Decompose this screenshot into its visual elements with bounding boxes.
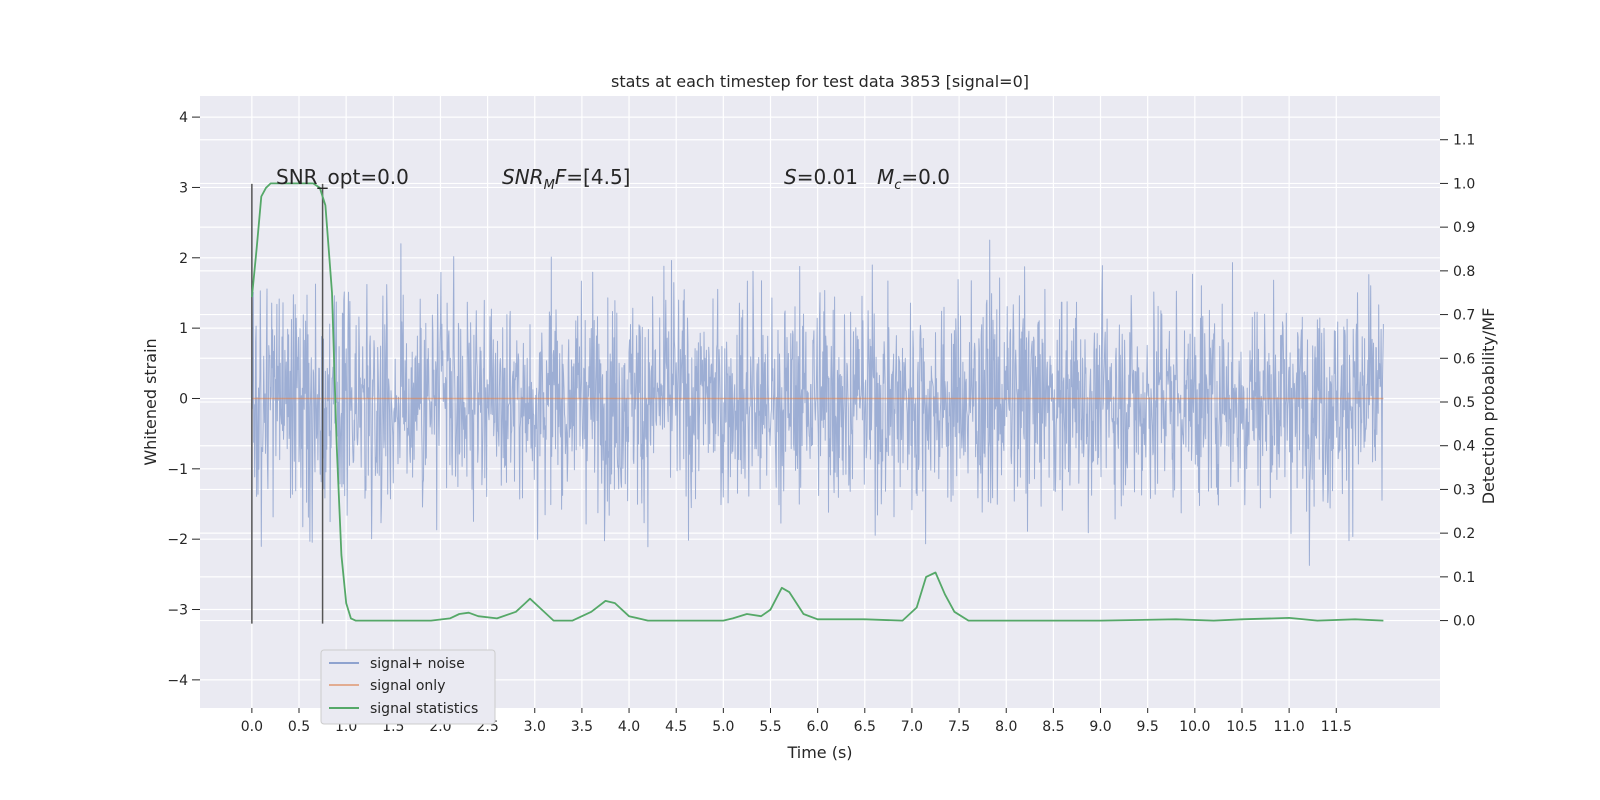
x-tick-label: 8.5 xyxy=(1042,719,1064,735)
y2-tick-label: 0.6 xyxy=(1453,351,1475,367)
x-tick-label: 3.0 xyxy=(524,719,546,735)
x-tick-label: 11.5 xyxy=(1321,719,1352,735)
y2-tick-label: 0.8 xyxy=(1453,264,1475,280)
y2-tick-label: 0.4 xyxy=(1453,439,1475,455)
x-tick-label: 4.0 xyxy=(618,719,640,735)
y-tick-label: 0 xyxy=(179,391,188,407)
x-tick-label: 5.5 xyxy=(759,719,781,735)
x-tick-label: 11.0 xyxy=(1274,719,1305,735)
y2-tick-label: 0.0 xyxy=(1453,614,1475,630)
y2-tick-label: 0.1 xyxy=(1453,570,1475,586)
legend-label-noise: signal+ noise xyxy=(370,656,465,672)
annotation-s-value: =0.01 xyxy=(797,165,858,189)
x-tick-label: 10.5 xyxy=(1226,719,1257,735)
x-tick-label: 7.0 xyxy=(901,719,923,735)
x-tick-label: 4.5 xyxy=(665,719,687,735)
x-tick-label: 3.5 xyxy=(571,719,593,735)
y-tick-label: 3 xyxy=(179,180,188,196)
noise-line xyxy=(251,239,1384,566)
y-tick-label: 2 xyxy=(179,251,188,267)
stats-line xyxy=(251,182,1384,622)
chart-title: stats at each timestep for test data 385… xyxy=(611,72,1029,91)
y-tick-label: 1 xyxy=(179,321,188,337)
legend-label-stats: signal statistics xyxy=(370,701,478,717)
y2-tick-label: 0.3 xyxy=(1453,482,1475,498)
noise-series xyxy=(251,239,1384,566)
y-tick-label: −4 xyxy=(167,673,188,689)
y-tick-label: −1 xyxy=(167,462,188,478)
x-tick-label: 6.0 xyxy=(807,719,829,735)
y2-tick-label: 1.0 xyxy=(1453,176,1475,192)
y2-tick-label: 0.2 xyxy=(1453,526,1475,542)
legend-box xyxy=(320,649,496,725)
y-tick-label: −3 xyxy=(167,603,188,619)
legend: signal+ noise signal only signal statist… xyxy=(320,649,496,725)
y-axis-label: Whitened strain xyxy=(141,338,160,465)
y2-tick-label: 0.7 xyxy=(1453,308,1475,324)
y-tick-label: 4 xyxy=(179,110,188,126)
legend-label-signal: signal only xyxy=(370,678,445,694)
annotation-s: S=0.01 xyxy=(784,165,858,189)
x-tick-label: 0.5 xyxy=(288,719,310,735)
vertical-markers xyxy=(251,183,324,624)
annotation-mc: Mc=0.0 xyxy=(877,165,950,193)
annotation-mc-value: =0.0 xyxy=(901,165,950,189)
x-axis-label: Time (s) xyxy=(786,743,852,762)
annotation-snr-opt: SNR_opt=0.0 xyxy=(276,165,409,189)
x-tick-label: 10.0 xyxy=(1179,719,1210,735)
y2-tick-label: 0.5 xyxy=(1453,395,1475,411)
x-tick-label: 8.0 xyxy=(995,719,1017,735)
y2-axis-label: Detection probability/MF xyxy=(1479,308,1498,505)
y2-tick-label: 1.1 xyxy=(1453,133,1475,149)
y2-ticks: 0.0 0.1 0.2 0.3 0.4 0.5 0.6 0.7 0.8 0.9 1.0 1.1 xyxy=(1440,133,1475,630)
x-tick-label: 0.0 xyxy=(241,719,263,735)
stats-series xyxy=(251,182,1384,622)
annotation-snr-mf: SNRMF=[4.5] xyxy=(502,165,630,193)
x-tick-label: 6.5 xyxy=(854,719,876,735)
y-ticks: −4 −3 −2 −1 0 1 2 3 4 xyxy=(167,110,200,689)
x-tick-label: 5.0 xyxy=(712,719,734,735)
y-tick-label: −2 xyxy=(167,532,188,548)
x-tick-label: 7.5 xyxy=(948,719,970,735)
x-tick-label: 9.5 xyxy=(1137,719,1159,735)
x-tick-label: 9.0 xyxy=(1089,719,1111,735)
y2-tick-label: 0.9 xyxy=(1453,220,1475,236)
annotation-snr-mf-value: =[4.5] xyxy=(566,165,630,189)
